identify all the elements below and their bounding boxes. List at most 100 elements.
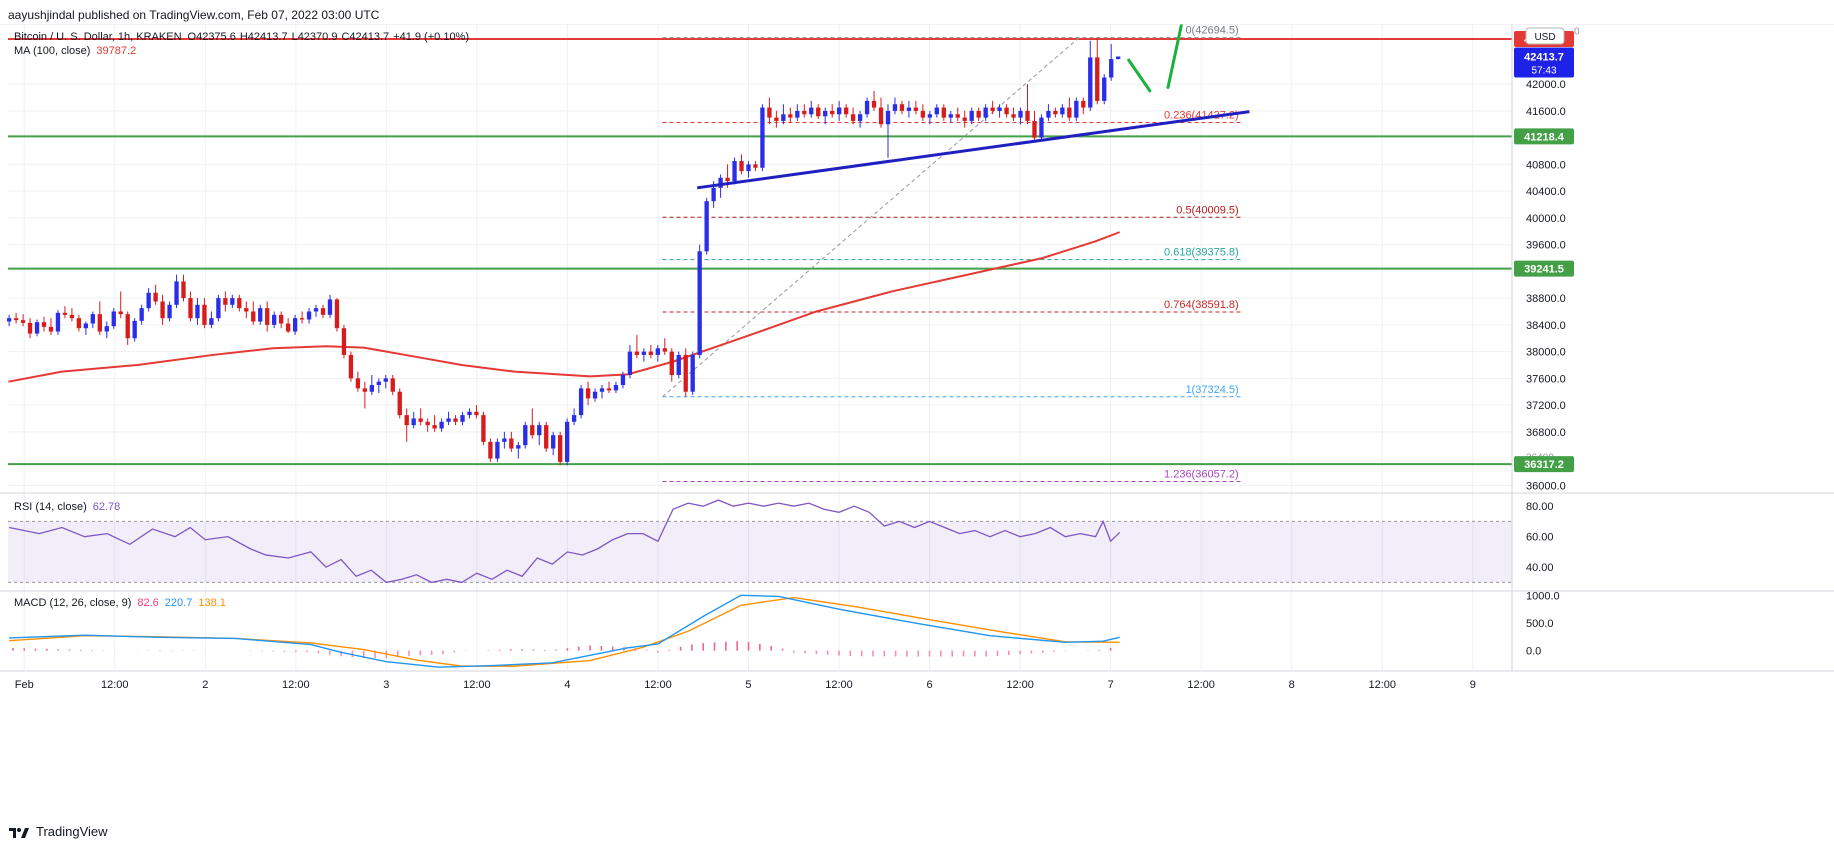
publisher-header: aayushjindal published on TradingView.co… [8, 8, 379, 22]
macd-hist-value: 82.6 [137, 597, 158, 609]
candle-body [230, 298, 235, 305]
grid [8, 24, 1512, 670]
projection-path-line[interactable] [1127, 58, 1152, 93]
candle-body [746, 164, 751, 172]
close-value: 42413.7 [349, 31, 389, 43]
candle-body [83, 323, 89, 329]
macd-tick-label: 500.0 [1526, 618, 1554, 630]
legends: Bitcoin / U. S. Dollar, 1h, KRAKEN O42375… [14, 31, 469, 609]
candle-body [146, 292, 151, 309]
chart-area[interactable]: 0(42694.5) 0.236(41427.2) 0.5(40009.5) 0.61… [0, 24, 1834, 814]
rsi-legend-label: RSI (14, close) [14, 501, 87, 513]
candle-body [1074, 100, 1079, 118]
time-tick-label: 12:00 [1006, 679, 1034, 691]
candle-body [118, 311, 123, 315]
candle-body [104, 326, 109, 332]
candle-body [1081, 100, 1086, 108]
candle-body [460, 415, 465, 422]
candle-body [188, 298, 193, 319]
last-price-tag [1514, 47, 1574, 78]
candles [6, 38, 1121, 466]
candle-body [585, 388, 591, 399]
candle-body [251, 311, 256, 322]
price-tick-label: 38400.0 [1526, 320, 1566, 332]
candle-body [558, 435, 563, 462]
candle-body [823, 110, 828, 117]
macd-pane [9, 594, 1120, 668]
projection-path-line[interactable] [1166, 24, 1184, 90]
currency-badge[interactable] [1525, 27, 1565, 45]
candle-body [941, 107, 946, 118]
macd-legend-label: MACD (12, 26, close, 9) [14, 597, 131, 609]
time-tick-label: 5 [745, 679, 751, 691]
horizontal-levels [8, 38, 1512, 466]
candle-body [62, 312, 68, 315]
candle-body [683, 354, 688, 392]
rsi-tick-label: 80.00 [1526, 501, 1554, 513]
candle-body [878, 107, 884, 125]
candle-body [997, 107, 1002, 111]
candle-body [278, 314, 284, 324]
candle-body [174, 281, 179, 305]
candle-body [111, 311, 116, 327]
moving-average [8, 231, 1121, 383]
time-tick-label: 7 [1108, 679, 1114, 691]
candle-body [711, 187, 716, 202]
price-tick-label: 39600.0 [1526, 240, 1566, 252]
price-tick-label: 40000.0 [1526, 213, 1566, 225]
candle-body [578, 388, 584, 416]
low-value: 42370.9 [298, 31, 338, 43]
candle-body [348, 354, 354, 379]
rsi-legend-value: 62.78 [93, 501, 121, 513]
time-tick-label: 12:00 [101, 679, 129, 691]
candle-body [432, 425, 437, 429]
candle-body [495, 441, 500, 459]
candle-body [983, 107, 988, 118]
open-label: O [188, 31, 197, 43]
candle-body [781, 114, 786, 121]
candle-body [369, 385, 375, 392]
candle-body [481, 415, 486, 442]
candle-body [76, 318, 82, 329]
candle-body [265, 308, 270, 325]
candle-body [341, 328, 347, 355]
candle-body [802, 110, 807, 115]
price-tick-label: 42000.0 [1526, 79, 1566, 91]
support-trendline[interactable] [696, 110, 1250, 190]
ma-legend-label: MA (100, close) [14, 45, 90, 57]
rsi-tick-label: 60.00 [1526, 532, 1554, 544]
candle-body [1004, 107, 1009, 115]
candle-body [285, 323, 291, 332]
candle-body [1088, 57, 1093, 108]
candle-body [690, 354, 695, 392]
candle-body [55, 312, 61, 332]
drawings[interactable] [696, 24, 1250, 190]
footer: TradingView [8, 824, 108, 839]
candle-body [516, 445, 521, 449]
candle-body [202, 304, 207, 325]
candle-body [1109, 59, 1114, 78]
candle-body [320, 308, 326, 315]
candle-body [620, 375, 626, 386]
candle-body [850, 114, 856, 121]
time-tick-label: 12:00 [282, 679, 310, 691]
candle-body [160, 301, 165, 319]
candle-body [634, 351, 640, 355]
fib-retracement[interactable]: 0(42694.5) 0.236(41427.2) 0.5(40009.5) 0.61… [662, 25, 1243, 482]
candle-body [502, 438, 507, 442]
candle-body [355, 378, 361, 389]
candle-body [292, 318, 298, 332]
candle-body [655, 348, 660, 355]
candle-body [662, 348, 667, 352]
candle-body [1032, 120, 1037, 138]
legend-line: RSI (14, close) 62.78 [14, 501, 120, 513]
candle-body [571, 415, 577, 422]
fib-level-label: 0.5(40009.5) [1176, 204, 1238, 216]
candle-body [906, 107, 912, 111]
time-tick-label: 9 [1470, 679, 1476, 691]
candle-body [732, 161, 737, 182]
candle-body [899, 104, 905, 111]
candle-body [167, 304, 172, 319]
candle-body [446, 418, 451, 422]
candle-body [809, 107, 814, 115]
